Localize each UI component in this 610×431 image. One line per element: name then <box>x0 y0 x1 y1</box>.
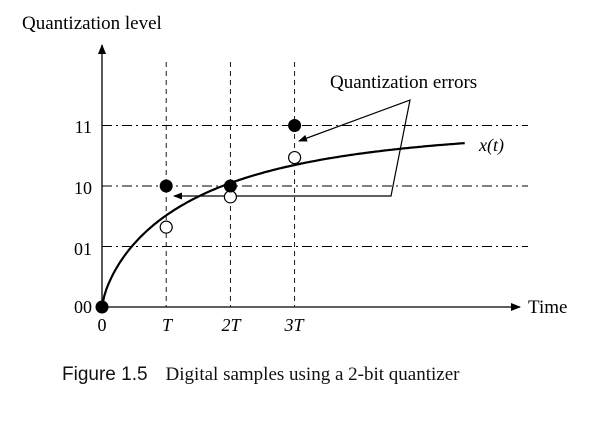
quantization-diagram: Quantization level Time 00 01 10 11 0 T … <box>22 13 567 335</box>
y-tick-label: 00 <box>74 297 92 317</box>
x-axis-label: Time <box>528 297 567 318</box>
quantized-sample-marker <box>95 300 109 314</box>
x-tick-label: 3T <box>283 315 305 335</box>
y-tick-label: 11 <box>75 117 92 137</box>
quantized-sample-marker <box>288 119 302 132</box>
figure-number: Figure 1.5 <box>62 364 148 385</box>
actual-sample-marker <box>288 150 302 165</box>
quantization-error-callout: Quantization errors <box>173 72 477 200</box>
sample-markers <box>95 119 302 314</box>
y-tick-label: 01 <box>74 239 92 259</box>
x-tick-label: 2T <box>221 315 242 335</box>
y-axis-label: Quantization level <box>22 13 162 34</box>
grid-lines <box>102 62 528 307</box>
callout-outline <box>186 99 411 197</box>
quantized-sample-marker <box>159 179 173 193</box>
y-tick-labels: 00 01 10 11 <box>74 117 92 317</box>
annotation-label: Quantization errors <box>330 72 477 93</box>
x-tick-label: 0 <box>98 315 107 335</box>
x-tick-label: T <box>162 315 174 335</box>
quantized-sample-marker <box>223 179 237 193</box>
x-tick-labels: 0 T 2T 3T <box>98 315 306 335</box>
figure-caption-text: Digital samples using a 2-bit quantizer <box>165 364 460 385</box>
actual-sample-marker <box>223 190 237 204</box>
actual-sample-marker <box>159 220 173 234</box>
y-tick-label: 10 <box>74 178 92 198</box>
signal-label: x(t) <box>478 135 504 156</box>
signal-curve <box>100 142 465 308</box>
figure-caption: Figure 1.5 Digital samples using a 2-bit … <box>62 364 602 386</box>
